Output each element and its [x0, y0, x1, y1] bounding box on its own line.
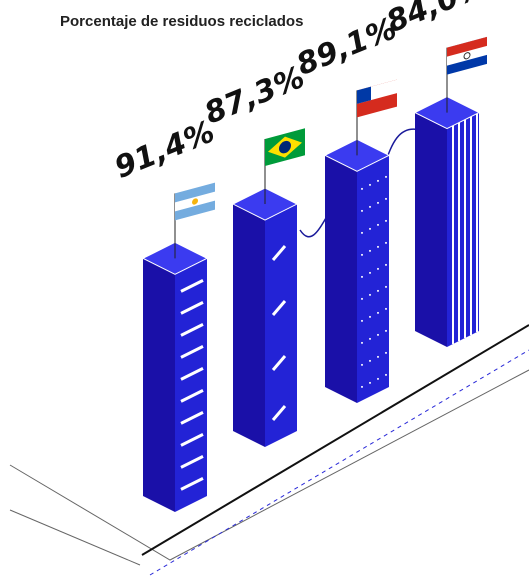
bar-pattern	[361, 209, 363, 212]
bar-pattern	[369, 381, 371, 384]
bar-pattern	[361, 297, 363, 300]
bar-left-face	[143, 258, 175, 512]
bar-pattern	[377, 245, 379, 248]
flag	[279, 140, 291, 154]
bar-pattern	[180, 455, 204, 469]
bar-pattern	[361, 231, 363, 234]
bar-left-face	[233, 204, 265, 447]
bar-pattern	[385, 219, 387, 222]
bar-pattern	[369, 249, 371, 252]
bar-pattern	[180, 411, 204, 425]
bar-left-face	[325, 155, 357, 403]
bar	[141, 241, 209, 512]
bar-pattern	[180, 301, 204, 315]
bar-pattern	[180, 389, 204, 403]
flag	[463, 52, 471, 60]
chart-title: Porcentaje de residuos reciclados	[60, 13, 303, 30]
bar-pattern	[361, 187, 363, 190]
value-label: 91,4%	[110, 114, 220, 185]
flag	[192, 198, 198, 205]
bar-pattern	[271, 300, 287, 316]
bar	[413, 96, 481, 347]
bar-pattern	[271, 405, 287, 421]
flag	[447, 36, 487, 75]
bar-pattern	[180, 279, 204, 293]
bar-pattern	[377, 355, 379, 358]
bar-right-face	[447, 112, 479, 347]
bar-pattern	[377, 223, 379, 226]
bar-pattern	[369, 227, 371, 230]
flag	[357, 86, 371, 104]
value-label: 87,3%	[200, 60, 310, 131]
bar-pattern	[361, 319, 363, 322]
bar-pattern	[369, 271, 371, 274]
bar-pattern	[385, 197, 387, 200]
bar-pattern	[377, 201, 379, 204]
flag	[265, 128, 305, 167]
bar	[231, 187, 299, 447]
bar-pattern	[385, 351, 387, 354]
bar-pattern	[369, 359, 371, 362]
bar-pattern	[361, 385, 363, 388]
bar-pattern	[377, 311, 379, 314]
bar-pattern	[377, 267, 379, 270]
bar-pattern	[385, 329, 387, 332]
bar-pattern	[361, 341, 363, 344]
bar-pattern	[361, 363, 363, 366]
bar-pattern	[369, 183, 371, 186]
flag	[447, 36, 487, 57]
bar-pattern	[377, 377, 379, 380]
bar-left-face	[415, 112, 447, 347]
bar-pattern	[369, 315, 371, 318]
bar-pattern	[377, 179, 379, 182]
bar-pattern	[180, 323, 204, 337]
bar-pattern	[361, 253, 363, 256]
bar-right-face	[357, 155, 389, 403]
flag	[357, 79, 397, 118]
bar-pattern	[377, 333, 379, 336]
bar-pattern	[385, 263, 387, 266]
bar-pattern	[385, 175, 387, 178]
bar-pattern	[180, 345, 204, 359]
value-label: 84,0%	[382, 0, 492, 40]
bar-pattern	[271, 355, 287, 371]
bar-pattern	[271, 245, 287, 261]
bar-pattern	[369, 337, 371, 340]
bar-pattern	[385, 285, 387, 288]
bars: 91,4%87,3%89,1%84,0%	[110, 0, 492, 512]
bar-pattern	[385, 373, 387, 376]
flag	[175, 182, 215, 221]
bar-pattern	[180, 433, 204, 447]
bar-pattern	[369, 293, 371, 296]
bar-pattern	[369, 205, 371, 208]
bar-pattern	[180, 477, 204, 491]
bar-pattern	[385, 307, 387, 310]
bar-pattern	[180, 367, 204, 381]
bar	[323, 138, 391, 403]
bar-pattern	[361, 275, 363, 278]
bar-pattern	[377, 289, 379, 292]
value-label: 89,1%	[292, 11, 402, 82]
bar-pattern	[385, 241, 387, 244]
bar-right-face	[265, 204, 297, 447]
bar-right-face	[175, 258, 207, 512]
